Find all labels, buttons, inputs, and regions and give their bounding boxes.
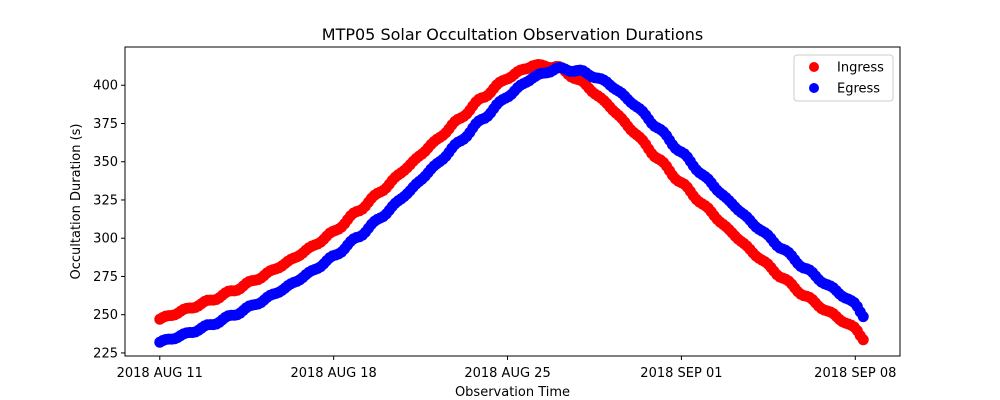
- axes-frame: [124, 46, 901, 357]
- plot-area: [154, 59, 869, 348]
- x-axis-label: Observation Time: [455, 385, 570, 400]
- y-tick-label: 325: [93, 193, 118, 208]
- x-axis: 2018 AUG 11 2018 AUG 18 2018 AUG 25 2018 SE…: [117, 356, 896, 381]
- y-tick-label: 400: [93, 79, 118, 94]
- legend: Ingress Egress: [793, 54, 894, 102]
- y-tick-label: 275: [93, 270, 118, 285]
- y-axis-label: Occultation Duration (s): [69, 124, 84, 280]
- series-egress: [154, 61, 869, 348]
- y-axis: 225 250 275 300 325 350 375 400: [93, 79, 125, 361]
- series-ingress: [154, 59, 869, 346]
- y-tick-label: 300: [93, 232, 118, 247]
- legend-label-egress: Egress: [837, 82, 880, 97]
- y-tick-label: 350: [93, 155, 118, 170]
- ingress-point: [857, 334, 869, 346]
- x-tick-label: 2018 AUG 18: [290, 366, 376, 381]
- x-tick-label: 2018 AUG 11: [117, 366, 203, 381]
- x-tick-label: 2018 SEP 01: [640, 366, 722, 381]
- y-tick-label: 225: [93, 346, 118, 361]
- egress-point: [857, 311, 869, 323]
- x-tick-label: 2018 AUG 25: [464, 366, 550, 381]
- chart-title: MTP05 Solar Occultation Observation Dura…: [322, 25, 703, 44]
- legend-marker-ingress: [809, 62, 819, 72]
- x-tick-label: 2018 SEP 08: [814, 366, 896, 381]
- y-tick-label: 375: [93, 117, 118, 132]
- y-tick-label: 250: [93, 308, 118, 323]
- legend-marker-egress: [809, 83, 819, 93]
- legend-label-ingress: Ingress: [837, 61, 884, 76]
